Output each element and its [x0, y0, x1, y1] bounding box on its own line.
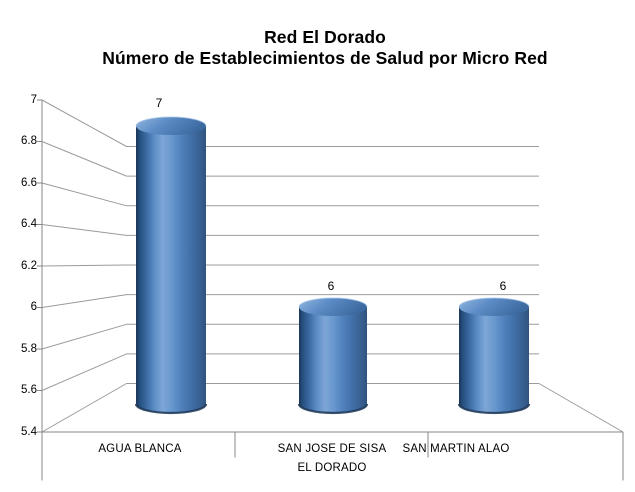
cylinder-bottom-rim: [297, 403, 369, 415]
cylinder-body: [459, 307, 529, 413]
category-label-san-martin-alao: SAN MARTIN ALAO: [402, 443, 510, 455]
y-tick-label: 6.8: [21, 135, 37, 147]
cylinder-top: [459, 298, 529, 316]
y-tick-label: 6: [30, 301, 37, 313]
cylinder-top: [136, 117, 206, 135]
cylinder-top: [299, 298, 367, 316]
category-label-agua-blanca: AGUA BLANCA: [98, 443, 182, 455]
cylinder-bottom-rim: [134, 403, 208, 415]
floor-right-edge: [538, 383, 624, 433]
gridline: [41, 182, 127, 207]
cylinder-agua-blanca: [134, 116, 208, 415]
cylinder-top-rim: [298, 297, 368, 308]
chart-title: Red El Dorado Número de Establecimientos…: [15, 27, 635, 69]
category-label-san-jose-de-sisa: SAN JOSE DE SISA: [277, 443, 387, 455]
y-tick-label: 5.6: [21, 384, 37, 396]
y-tick-label: 6.2: [21, 260, 37, 272]
axis-lines: [37, 99, 624, 481]
cylinder-body: [136, 126, 206, 413]
y-tick-label: 5.8: [21, 343, 37, 355]
chart-title-line2: Número de Establecimientos de Salud por …: [102, 48, 548, 68]
y-tick-label: 5.4: [21, 426, 37, 438]
gridline: [41, 224, 127, 236]
axis-group-label: EL DORADO: [297, 462, 367, 474]
side-wall-gridlines: [41, 99, 127, 433]
gridline: [41, 99, 127, 147]
cylinder-bottom-rim: [457, 403, 531, 415]
cylinder-top-rim: [458, 297, 530, 308]
cylinder-san-martin-alao: [457, 297, 531, 415]
gridline: [41, 383, 127, 433]
chart-title-line1: Red El Dorado: [264, 27, 386, 47]
gridline: [41, 323, 127, 350]
gridline: [41, 294, 127, 308]
data-label-san-jose-de-sisa: 6: [327, 279, 335, 293]
cylinder-body: [299, 307, 367, 413]
gridline: [41, 141, 127, 177]
data-label-san-martin-alao: 6: [499, 279, 507, 293]
y-tick-label: 7: [30, 94, 37, 106]
data-label-agua-blanca: 7: [155, 96, 163, 110]
y-tick-label: 6.6: [21, 177, 37, 189]
cylinder-san-jose-de-sisa: [297, 297, 369, 415]
y-tick-label: 6.4: [21, 218, 37, 230]
cylinder-top-rim: [135, 116, 207, 127]
gridline: [41, 264, 127, 267]
gridline: [41, 353, 127, 391]
